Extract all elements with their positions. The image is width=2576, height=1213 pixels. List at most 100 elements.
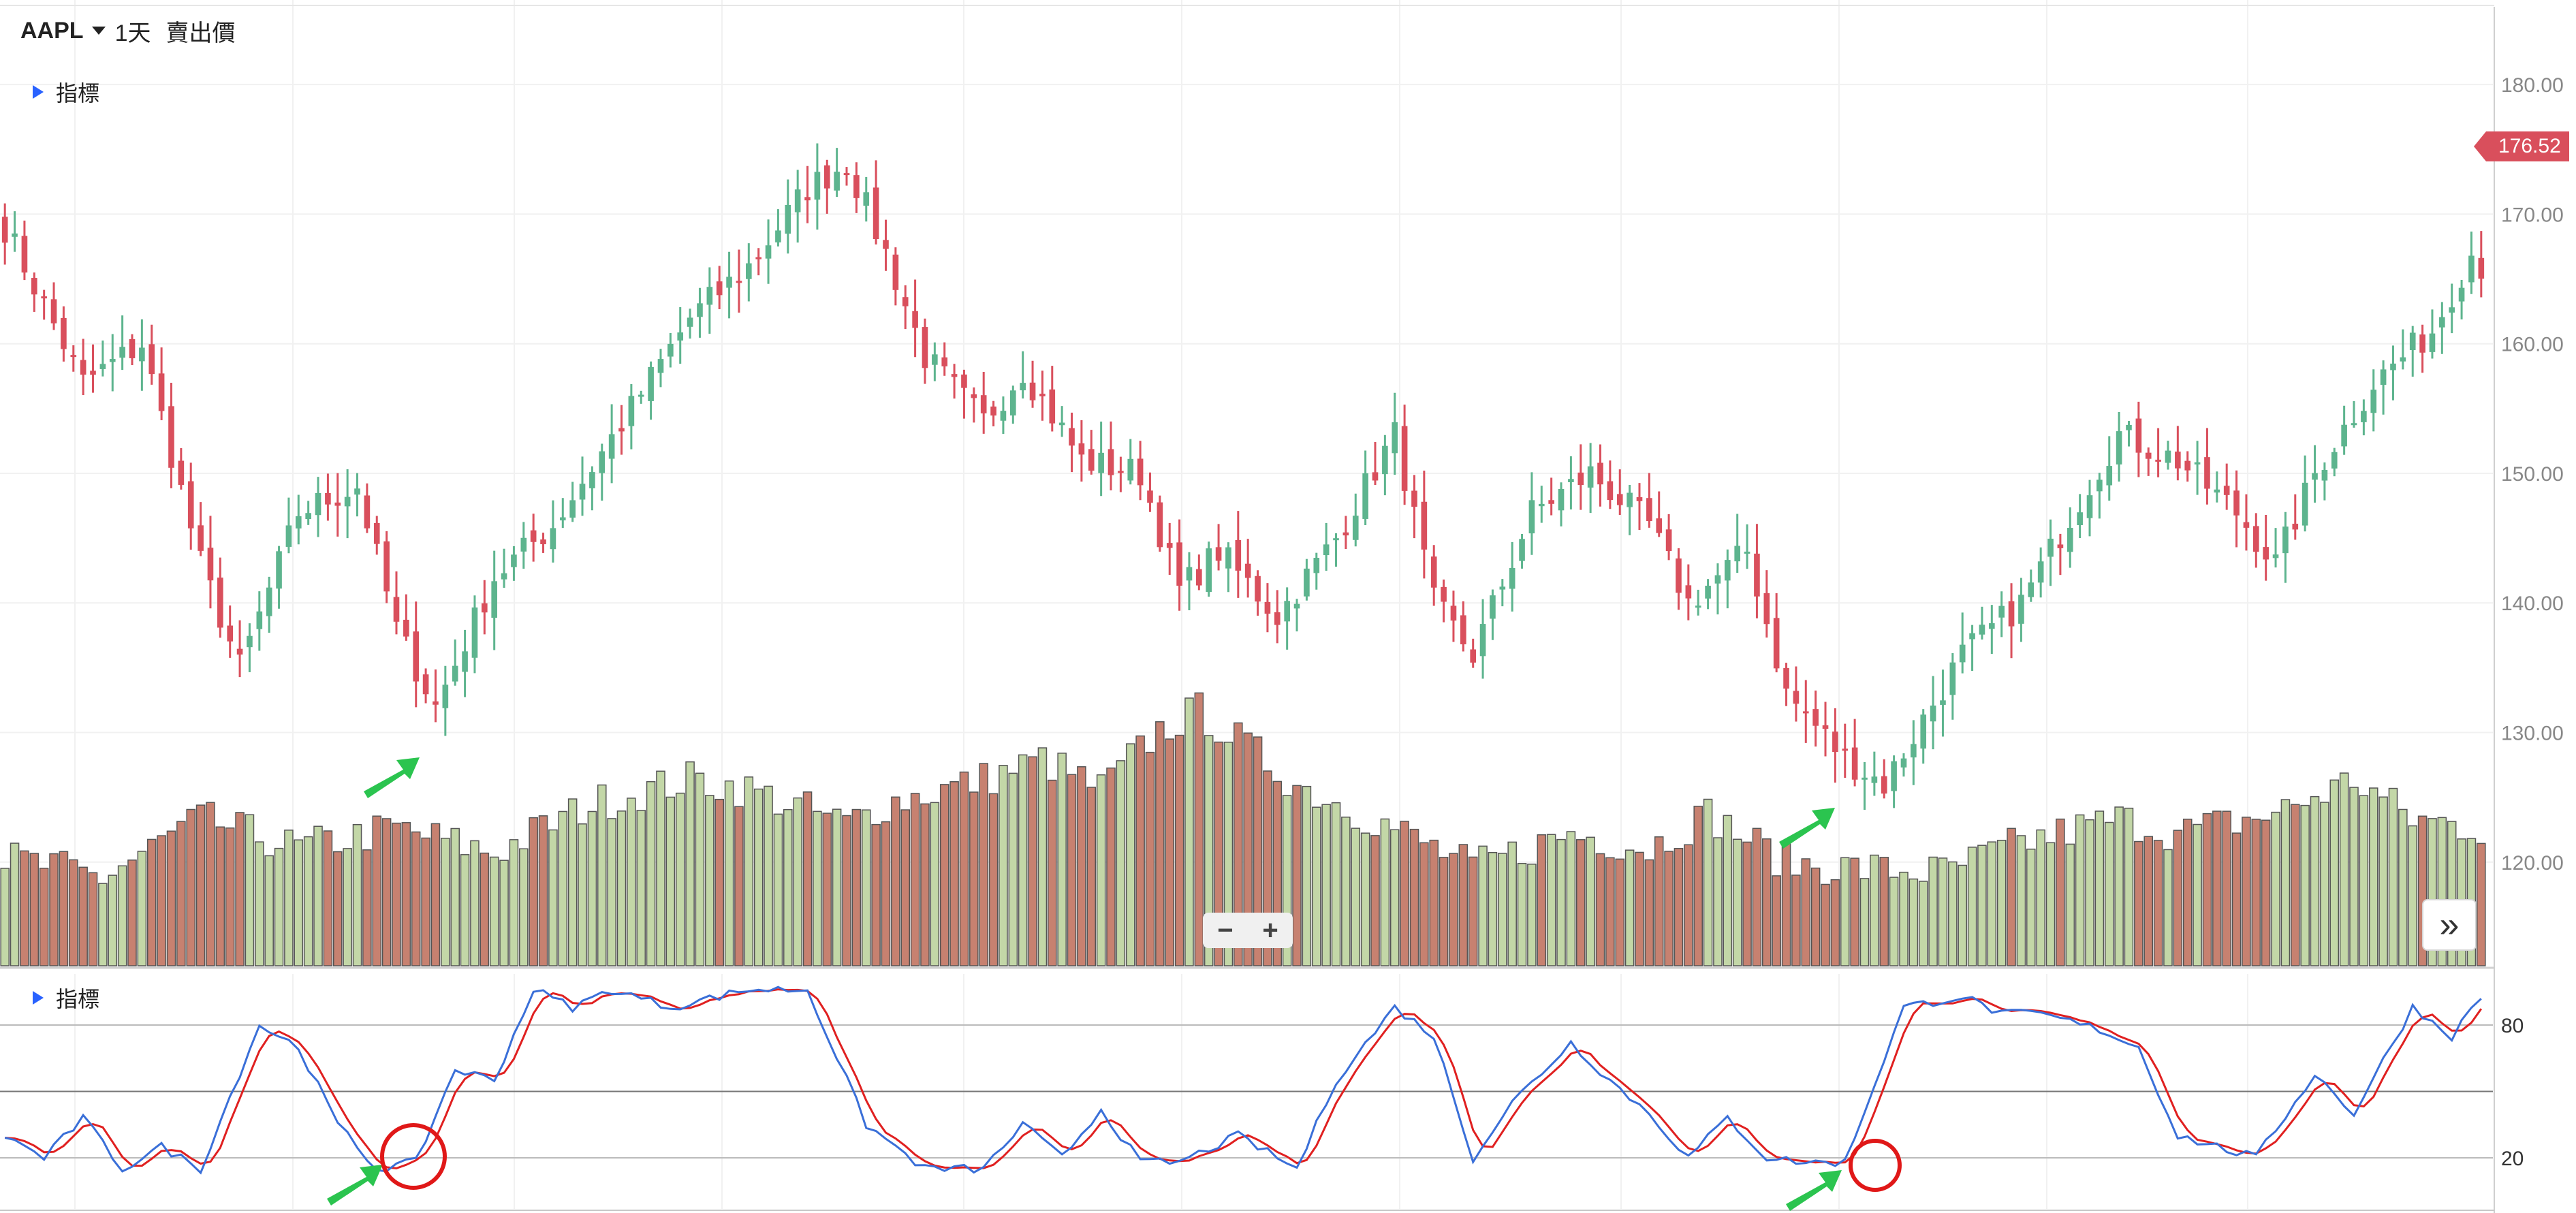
volume-bar: [1958, 864, 1967, 966]
volume-bar: [1008, 772, 1018, 966]
candle-body: [2175, 452, 2181, 469]
volume-bar: [303, 836, 313, 966]
zoom-in-button[interactable]: +: [1262, 915, 1278, 945]
chevron-down-icon[interactable]: [91, 27, 106, 35]
volume-bar: [2477, 842, 2486, 966]
candle-body: [315, 492, 321, 516]
volume-bar: [2261, 819, 2271, 966]
volume-bar: [1409, 828, 1419, 966]
volume-bar: [1928, 856, 1938, 966]
volume-bar: [39, 868, 49, 966]
volume-bar: [959, 771, 969, 966]
volume-bar: [186, 808, 196, 966]
volume-bar: [2085, 819, 2094, 966]
candle-body: [1176, 542, 1182, 586]
candle-body: [2390, 363, 2396, 371]
volume-bar: [1977, 845, 1987, 966]
volume-bar: [1723, 815, 1733, 966]
candle-body: [285, 525, 292, 547]
price-tick-label: 170.00: [2501, 204, 2564, 226]
candle-body: [1940, 700, 1946, 705]
volume-bar: [734, 806, 744, 966]
volume-bar: [2065, 843, 2075, 966]
candle-body: [1225, 547, 1231, 569]
candle-body: [1851, 747, 1858, 780]
volume-bar: [1556, 838, 1566, 966]
volume-bar: [2114, 806, 2124, 966]
volume-bar: [430, 823, 441, 966]
volume-bar: [842, 815, 851, 966]
volume-bar: [1938, 857, 1948, 966]
volume-bar: [2271, 811, 2280, 966]
volume-bar: [323, 830, 333, 966]
candle-body: [2184, 460, 2191, 471]
candle-body: [1802, 711, 1809, 714]
volume-bar: [274, 847, 284, 966]
candle-body: [579, 484, 586, 500]
candle-body: [677, 332, 684, 341]
price-tick-label: 130.00: [2501, 723, 2564, 745]
candle-body: [1568, 479, 1574, 482]
candle-body: [99, 364, 106, 369]
candle-body: [1705, 585, 1711, 599]
main-indicators-toggle[interactable]: 指標: [33, 76, 99, 108]
volume-bar: [245, 814, 255, 966]
volume-bar: [49, 853, 59, 966]
volume-bar: [567, 798, 578, 966]
volume-bar: [108, 875, 118, 966]
volume-bar: [1605, 857, 1615, 966]
zoom-out-button[interactable]: −: [1217, 915, 1234, 945]
candle-body: [892, 254, 899, 290]
volume-bar: [1037, 747, 1048, 966]
candle-body: [178, 460, 185, 485]
sub-indicators-toggle[interactable]: 指標: [33, 982, 99, 1013]
candle-body: [148, 344, 155, 375]
candle-body: [2243, 522, 2250, 528]
candle-body: [1411, 490, 1417, 507]
volume-bar: [773, 813, 783, 966]
volume-bar: [1840, 857, 1850, 966]
candle-body: [471, 607, 478, 658]
candle-body: [50, 299, 57, 324]
candle-body: [608, 434, 615, 459]
volume-bar: [137, 851, 147, 966]
volume-bar: [1253, 736, 1263, 966]
volume-bar: [538, 815, 548, 966]
volume-bar: [421, 837, 430, 966]
volume-bar: [1155, 721, 1165, 966]
candle-body: [2135, 418, 2142, 453]
volume-bar: [1507, 841, 1517, 966]
volume-bar: [362, 849, 372, 966]
symbol-label[interactable]: AAPL: [20, 17, 84, 44]
volume-bar: [401, 822, 411, 966]
candle-body: [1049, 389, 1056, 424]
scroll-to-latest-button[interactable]: »: [2422, 899, 2477, 951]
candle-body: [912, 311, 918, 328]
volume-bar: [2310, 795, 2320, 966]
candle-body: [1215, 547, 1222, 561]
candle-body: [1558, 488, 1565, 511]
candle-body: [1862, 777, 1868, 780]
candle-body: [716, 281, 723, 296]
candle-body: [1665, 529, 1672, 552]
candle-body: [2419, 334, 2425, 353]
volume-bar: [1380, 818, 1390, 966]
volume-bar: [372, 815, 382, 966]
volume-bar: [1311, 806, 1321, 966]
interval-label[interactable]: 1天: [114, 20, 151, 46]
volume-bar: [597, 784, 607, 966]
candle-body: [1528, 500, 1535, 534]
candle-body: [1382, 445, 1388, 475]
volume-bar: [284, 830, 294, 966]
candle-body: [1108, 449, 1114, 475]
candle-body: [1157, 502, 1163, 548]
candle-body: [1695, 605, 1701, 608]
volume-bar: [294, 839, 304, 966]
green-arrow-icon: [1786, 1170, 1842, 1211]
price-type-label[interactable]: 賣出價: [166, 20, 236, 46]
candle-body: [883, 240, 889, 249]
candle-body: [2400, 357, 2406, 362]
candle-body: [2302, 482, 2308, 526]
candle-body: [187, 481, 194, 529]
